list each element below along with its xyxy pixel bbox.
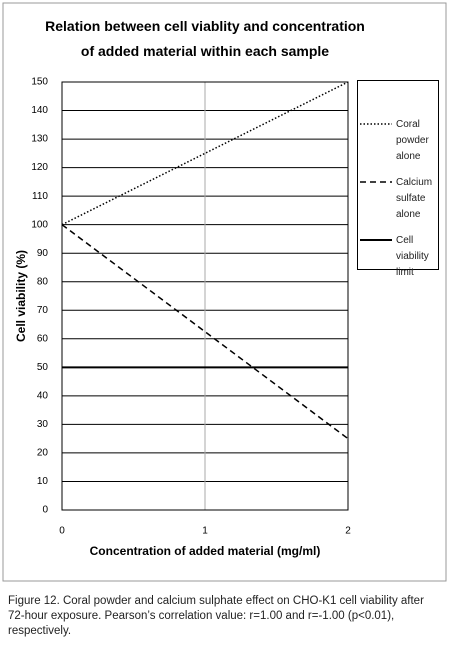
y-tick-label: 90	[37, 248, 49, 259]
y-tick-label: 70	[37, 305, 49, 316]
legend-item: Coral powder alone	[358, 117, 438, 165]
legend-swatch	[360, 181, 392, 183]
legend-swatch	[360, 239, 392, 241]
y-tick-label: 120	[31, 162, 48, 173]
y-tick-label: 140	[31, 105, 48, 116]
y-tick-label: 130	[31, 134, 48, 145]
chart-title: Relation between cell viablity and conce…	[45, 18, 365, 59]
figure-caption: Figure 12. Coral powder and calcium sulp…	[8, 595, 424, 637]
legend-label: Cell viability limit	[396, 235, 429, 278]
series-line	[61, 81, 349, 226]
legend: Coral powder alone Calcium sulfate alone C…	[357, 80, 439, 278]
legend-item: Cell viability limit	[358, 233, 438, 281]
y-tick-label: 150	[31, 77, 48, 88]
y-tick-label: 60	[37, 333, 49, 344]
figure-frame	[2, 2, 447, 582]
x-tick-label: 2	[345, 526, 351, 537]
y-tick-label: 100	[31, 219, 48, 230]
legend-swatch	[360, 123, 392, 125]
y-tick-label: 30	[37, 419, 49, 430]
y-tick-label: 50	[37, 362, 49, 373]
y-tick-label: 40	[37, 391, 49, 402]
y-tick-label: 10	[37, 476, 49, 487]
legend-item: Calcium sulfate alone	[358, 175, 438, 223]
plot-frame	[61, 81, 349, 511]
y-tick-label: 0	[42, 505, 48, 516]
x-tick-label: 0	[59, 526, 65, 537]
x-axis-label: Concentration of added material (mg/ml)	[90, 544, 321, 558]
y-tick-label: 110	[32, 191, 48, 202]
x-tick-label: 1	[202, 526, 208, 537]
y-axis-label: Cell viability (%)	[14, 250, 28, 342]
y-tick-label: 80	[37, 276, 49, 287]
legend-label: Coral powder alone	[396, 119, 429, 162]
legend-label: Calcium sulfate alone	[396, 177, 433, 220]
y-tick-label: 20	[37, 448, 49, 459]
